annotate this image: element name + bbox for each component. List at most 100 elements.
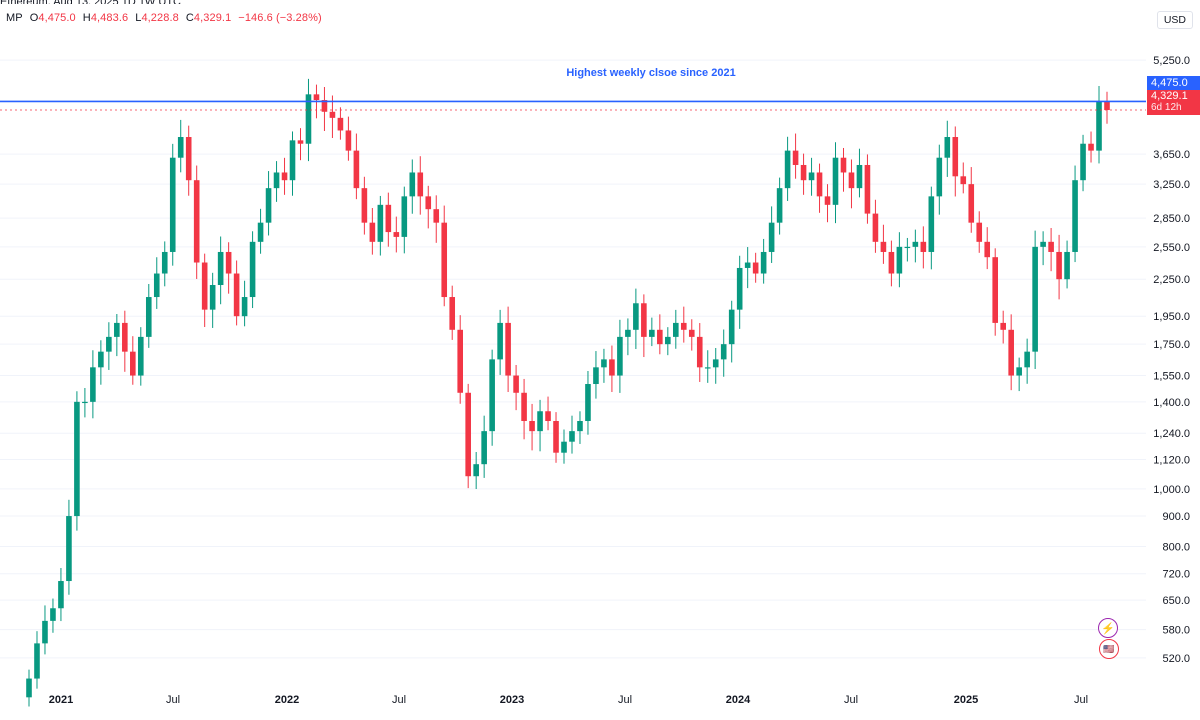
candle-body [928, 196, 935, 252]
time-tick-label: Jul [844, 694, 858, 706]
candle-body [106, 336, 112, 352]
candle-body [617, 336, 623, 376]
candle-body [209, 285, 216, 310]
close-label: C [185, 12, 194, 24]
price-tick-label: 3,650.0 [1153, 149, 1190, 161]
open-label: O [29, 12, 39, 24]
candle-body [960, 176, 967, 185]
candle-body [776, 188, 783, 223]
candle-body [1096, 101, 1102, 151]
candle-body [329, 111, 336, 118]
candle-body [633, 303, 639, 330]
candle-body [289, 140, 296, 181]
candle-body [34, 643, 40, 679]
candle-body [944, 137, 951, 158]
candle-body [66, 516, 72, 582]
candle-body [337, 117, 344, 131]
price-tick-label: 900.0 [1162, 511, 1190, 523]
symbol-tail: MP [6, 12, 23, 24]
candle-body [1080, 143, 1086, 181]
candle-body [1008, 329, 1014, 376]
annotation-text: Highest weekly clsoe since 2021 [566, 67, 735, 79]
price-tick-label: 2,250.0 [1153, 274, 1190, 286]
candle-body [505, 322, 511, 376]
candle-body [1064, 251, 1070, 280]
candle-body [968, 184, 975, 223]
candle-body [193, 180, 200, 263]
candle-body [217, 251, 224, 286]
high-label: H [82, 12, 91, 24]
candle-body [601, 359, 607, 368]
candle-body [768, 222, 775, 252]
flash-icon[interactable]: ⚡ [1098, 618, 1118, 638]
candle-body [90, 367, 96, 402]
candle-body [872, 213, 879, 242]
price-tick-label: 1,240.0 [1153, 428, 1190, 440]
candle-body [145, 297, 152, 337]
candle-body [169, 157, 176, 252]
candle-body [177, 137, 184, 158]
last-price-tag: 4,329.1 6d 12h [1147, 90, 1200, 115]
candle-body [233, 273, 240, 317]
candle-body [481, 431, 487, 465]
candle-body [433, 209, 440, 223]
candle-body [561, 441, 567, 453]
candle-body [808, 172, 815, 181]
currency-button[interactable]: USD [1156, 11, 1193, 29]
candle-body [760, 251, 767, 274]
time-axis[interactable]: 2021 Jul 2022 Jul 2023 Jul 2024 Jul 2025 Jul [49, 694, 1088, 706]
candle-body [744, 262, 751, 268]
candle-body [569, 431, 575, 442]
candle-body [26, 678, 32, 698]
candle-body [281, 172, 288, 181]
candle-body [1088, 143, 1094, 151]
candle-body [130, 351, 136, 376]
candle-body [409, 172, 416, 197]
candles [26, 78, 1110, 707]
ohlc-legend: MP O4,475.0 H4,483.6 L4,228.8 C4,329.1 −146.6… [6, 12, 322, 24]
candle-body [441, 222, 448, 298]
candle-body [657, 329, 663, 345]
candle-body [377, 204, 384, 242]
high-value: 4,483.6 [90, 12, 129, 24]
candle-body [353, 150, 360, 189]
candle-body [840, 157, 847, 173]
candle-body [161, 251, 168, 274]
candle-body [114, 322, 120, 337]
candle-body [856, 164, 863, 189]
candle-body [42, 620, 48, 644]
candle-body [50, 608, 56, 621]
candle-body [784, 150, 791, 189]
candle-body [513, 375, 519, 393]
candle-body [680, 322, 687, 330]
candle-body [465, 392, 471, 477]
time-tick-label: Jul [1074, 694, 1088, 706]
close-value: 4,329.1 [193, 12, 232, 24]
candle-body [385, 204, 392, 233]
us-flag-icon[interactable]: 🇺🇸 [1099, 639, 1119, 659]
candle-body [529, 421, 535, 432]
price-tick-label: 580.0 [1162, 625, 1190, 637]
grid-lines [0, 59, 1146, 659]
candle-body [736, 267, 743, 310]
candle-body [712, 359, 719, 368]
candle-body [688, 329, 695, 337]
candle-body [449, 297, 456, 330]
candle-body [425, 196, 432, 210]
candle-body [74, 401, 80, 517]
candle-body [720, 344, 727, 360]
candle-body [137, 336, 144, 376]
candle-body [257, 222, 264, 242]
candle-body [361, 188, 368, 223]
time-tick-label: 2022 [275, 694, 299, 706]
candle-body [82, 401, 88, 404]
candle-body [992, 257, 999, 323]
candle-body [489, 359, 495, 432]
low-label: L [135, 12, 142, 24]
time-tick-label: 2025 [954, 694, 978, 706]
price-axis[interactable]: 5,250.0 3,650.0 3,250.0 2,850.0 2,550.0 2,250… [1153, 55, 1190, 665]
candle-body [936, 157, 943, 197]
candle-body [984, 241, 991, 258]
price-tick-label: 1,000.0 [1153, 484, 1190, 496]
